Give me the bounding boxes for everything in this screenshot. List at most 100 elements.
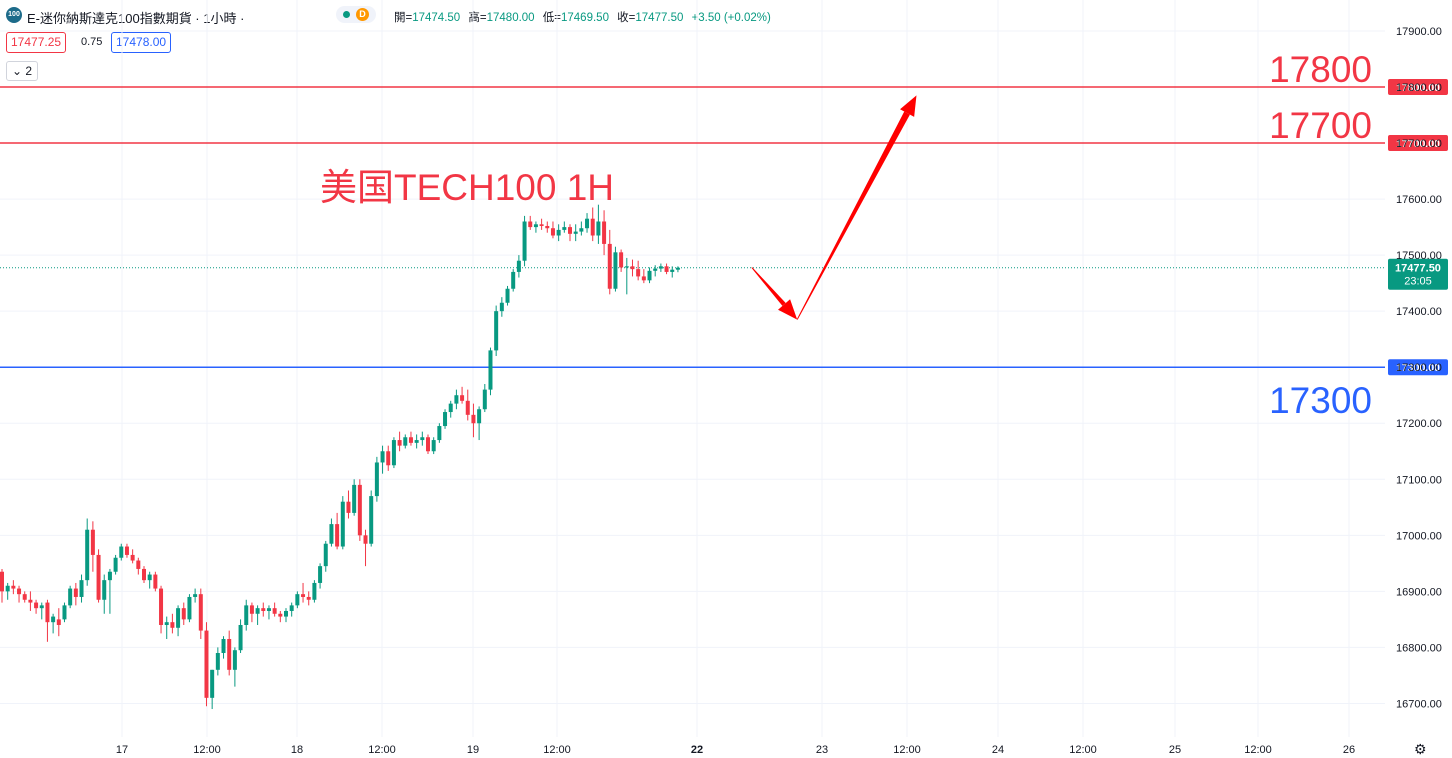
level-axis-badge <box>1388 135 1448 152</box>
candle-body <box>159 588 164 625</box>
candle-body <box>17 588 22 595</box>
ohlc-legend: 開=17474.50 高=17480.00 低=17469.50 收=17477… <box>394 12 771 24</box>
candle-body <box>516 260 521 272</box>
candle-body <box>193 594 198 597</box>
price-tick-label: 16900.00 <box>1396 586 1442 598</box>
level-axis-badge <box>1388 359 1448 376</box>
candle-body <box>533 224 538 228</box>
candle-body <box>590 218 595 236</box>
candle-body <box>22 594 27 600</box>
candle-body <box>386 451 391 466</box>
candle-body <box>73 588 78 597</box>
high-label: 高 <box>468 12 480 24</box>
buy-price-button[interactable]: 17478.00 <box>111 32 172 53</box>
price-axis[interactable]: 16700.00 16800.00 16900.00 17000.00 17100.00… <box>1396 26 1442 710</box>
candle-body <box>107 571 112 581</box>
high-value: 17480.00 <box>486 12 535 24</box>
candle-body <box>278 613 283 617</box>
candle-body <box>272 608 277 614</box>
time-tick-label: 25 <box>1169 744 1181 756</box>
candle-body <box>431 440 436 452</box>
indicator-count: 2 <box>25 64 33 78</box>
forecast-arrow-head <box>778 299 798 320</box>
candle-body <box>511 271 516 289</box>
candle-body <box>124 546 129 555</box>
settings-gear-icon[interactable]: ⚙ <box>1414 741 1427 757</box>
price-tick-label: 17600.00 <box>1396 194 1442 206</box>
level-label: 17800 <box>1269 49 1372 90</box>
candle-body <box>443 412 448 427</box>
time-tick-label: 12:00 <box>368 744 396 756</box>
candle-body <box>232 650 237 670</box>
candle-body <box>670 269 675 272</box>
chart-header: 100 E-迷你納斯達克100指數期貨 · 1小時 · D 開=17474.50… <box>0 0 1380 30</box>
candle-body <box>613 252 618 289</box>
candle-body <box>602 221 607 244</box>
candle-body <box>352 484 357 513</box>
candle-body <box>90 529 95 555</box>
candle-body <box>221 638 226 654</box>
candle-body <box>460 395 465 401</box>
chart-title: 美国TECH100 1H <box>320 167 614 208</box>
candle-body <box>0 571 4 592</box>
time-tick-label: 19 <box>467 744 479 756</box>
candle-body <box>329 524 334 544</box>
candle-body <box>403 437 408 446</box>
market-open-dot-icon <box>343 11 350 18</box>
candle-body <box>11 585 16 589</box>
candle-body <box>573 231 578 234</box>
collapse-indicators-button[interactable]: ⌄ 2 <box>6 61 38 81</box>
level-label: 17300 <box>1269 380 1372 421</box>
candle-body <box>187 596 192 620</box>
candle-body <box>397 440 402 446</box>
close-value: 17477.50 <box>635 12 684 24</box>
candle-body <box>477 409 482 424</box>
candle-body <box>499 302 504 312</box>
level-axis-badge <box>1388 79 1448 95</box>
candle-body <box>675 267 680 270</box>
candle-body <box>647 270 652 281</box>
time-tick-label: 23 <box>816 744 828 756</box>
candles <box>0 204 680 710</box>
candle-body <box>562 227 567 230</box>
time-axis[interactable]: 17 12:00 18 12:00 19 12:00 22 23 12:00 24 12:00 25 1… <box>116 744 1355 756</box>
candle-body <box>579 228 584 232</box>
candle-body <box>363 535 368 544</box>
candle-body <box>465 400 470 415</box>
time-tick-label: 12:00 <box>1244 744 1272 756</box>
candle-body <box>255 608 260 614</box>
candle-body <box>414 440 419 443</box>
candle-body <box>102 580 107 600</box>
symbol-title[interactable]: E-迷你納斯達克100指數期貨 · 1小時 · <box>27 11 245 26</box>
close-label: 收 <box>617 12 629 24</box>
time-tick-label: 17 <box>116 744 128 756</box>
candle-body <box>176 608 181 628</box>
candle-body <box>568 227 572 234</box>
market-status-badge[interactable]: D <box>336 6 376 23</box>
candle-body <box>142 568 146 581</box>
candle-body <box>630 266 635 270</box>
candle-body <box>505 288 510 303</box>
time-tick-label: 12:00 <box>1069 744 1097 756</box>
time-tick-label: 26 <box>1343 744 1355 756</box>
candle-body <box>335 524 340 547</box>
candle-body <box>545 225 550 229</box>
candle-body <box>619 252 624 268</box>
candle-body <box>494 311 499 351</box>
candle-body <box>68 588 73 606</box>
spread-value: 0.75 <box>81 36 103 48</box>
candle-body <box>585 218 590 229</box>
candle-body <box>238 624 243 651</box>
level-axis-label: 17300.00 <box>1396 362 1440 374</box>
candle-body <box>301 594 306 597</box>
sell-price-button[interactable]: 17477.25 <box>6 32 67 53</box>
candle-body <box>653 268 658 271</box>
candle-body <box>51 616 56 623</box>
candle-body <box>528 221 533 228</box>
candle-body <box>636 269 641 277</box>
candle-body <box>357 484 362 536</box>
candle-body <box>289 605 294 611</box>
candle-body <box>39 605 44 609</box>
candle-body <box>198 594 203 631</box>
